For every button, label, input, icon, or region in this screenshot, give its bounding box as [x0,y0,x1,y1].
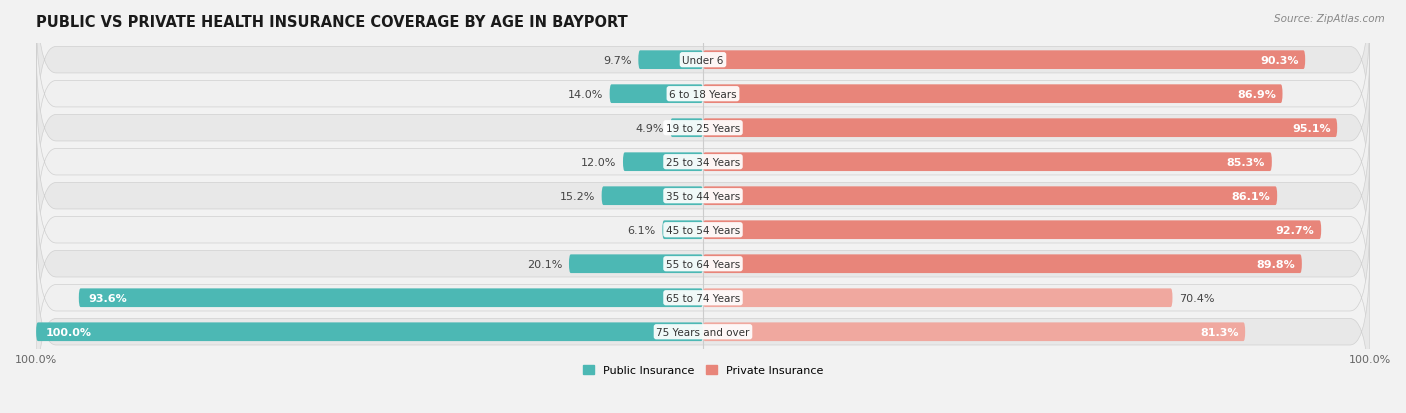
Text: 89.8%: 89.8% [1257,259,1295,269]
Text: 100.0%: 100.0% [46,327,93,337]
FancyBboxPatch shape [703,187,1277,206]
FancyBboxPatch shape [37,40,1369,217]
Text: 25 to 34 Years: 25 to 34 Years [666,157,740,167]
FancyBboxPatch shape [37,74,1369,251]
Text: 85.3%: 85.3% [1227,157,1265,167]
Text: 45 to 54 Years: 45 to 54 Years [666,225,740,235]
FancyBboxPatch shape [37,142,1369,319]
Text: 92.7%: 92.7% [1275,225,1315,235]
FancyBboxPatch shape [37,323,703,341]
FancyBboxPatch shape [610,85,703,104]
Text: 6.1%: 6.1% [627,225,655,235]
Text: 65 to 74 Years: 65 to 74 Years [666,293,740,303]
FancyBboxPatch shape [703,85,1282,104]
FancyBboxPatch shape [703,221,1322,240]
Text: 81.3%: 81.3% [1199,327,1239,337]
FancyBboxPatch shape [37,0,1369,149]
Text: 86.1%: 86.1% [1232,191,1271,201]
Text: 75 Years and over: 75 Years and over [657,327,749,337]
FancyBboxPatch shape [37,243,1369,413]
Text: 19 to 25 Years: 19 to 25 Years [666,123,740,133]
Text: 55 to 64 Years: 55 to 64 Years [666,259,740,269]
FancyBboxPatch shape [703,51,1305,70]
Text: 90.3%: 90.3% [1260,55,1299,66]
Legend: Public Insurance, Private Insurance: Public Insurance, Private Insurance [579,361,827,380]
Text: 86.9%: 86.9% [1237,90,1275,100]
FancyBboxPatch shape [37,209,1369,387]
FancyBboxPatch shape [703,153,1272,172]
Text: Under 6: Under 6 [682,55,724,66]
FancyBboxPatch shape [662,221,703,240]
FancyBboxPatch shape [37,6,1369,183]
Text: 70.4%: 70.4% [1180,293,1215,303]
FancyBboxPatch shape [37,176,1369,353]
Text: 14.0%: 14.0% [568,90,603,100]
Text: 9.7%: 9.7% [603,55,631,66]
Text: 15.2%: 15.2% [560,191,595,201]
FancyBboxPatch shape [703,255,1302,273]
Text: 20.1%: 20.1% [527,259,562,269]
FancyBboxPatch shape [37,108,1369,285]
FancyBboxPatch shape [703,119,1337,138]
Text: PUBLIC VS PRIVATE HEALTH INSURANCE COVERAGE BY AGE IN BAYPORT: PUBLIC VS PRIVATE HEALTH INSURANCE COVER… [37,15,628,30]
Text: Source: ZipAtlas.com: Source: ZipAtlas.com [1274,14,1385,24]
FancyBboxPatch shape [602,187,703,206]
FancyBboxPatch shape [703,323,1246,341]
FancyBboxPatch shape [638,51,703,70]
Text: 12.0%: 12.0% [581,157,616,167]
Text: 35 to 44 Years: 35 to 44 Years [666,191,740,201]
Text: 6 to 18 Years: 6 to 18 Years [669,90,737,100]
Text: 4.9%: 4.9% [636,123,664,133]
FancyBboxPatch shape [79,289,703,307]
FancyBboxPatch shape [623,153,703,172]
FancyBboxPatch shape [569,255,703,273]
FancyBboxPatch shape [671,119,703,138]
Text: 93.6%: 93.6% [89,293,128,303]
Text: 95.1%: 95.1% [1292,123,1330,133]
FancyBboxPatch shape [703,289,1173,307]
